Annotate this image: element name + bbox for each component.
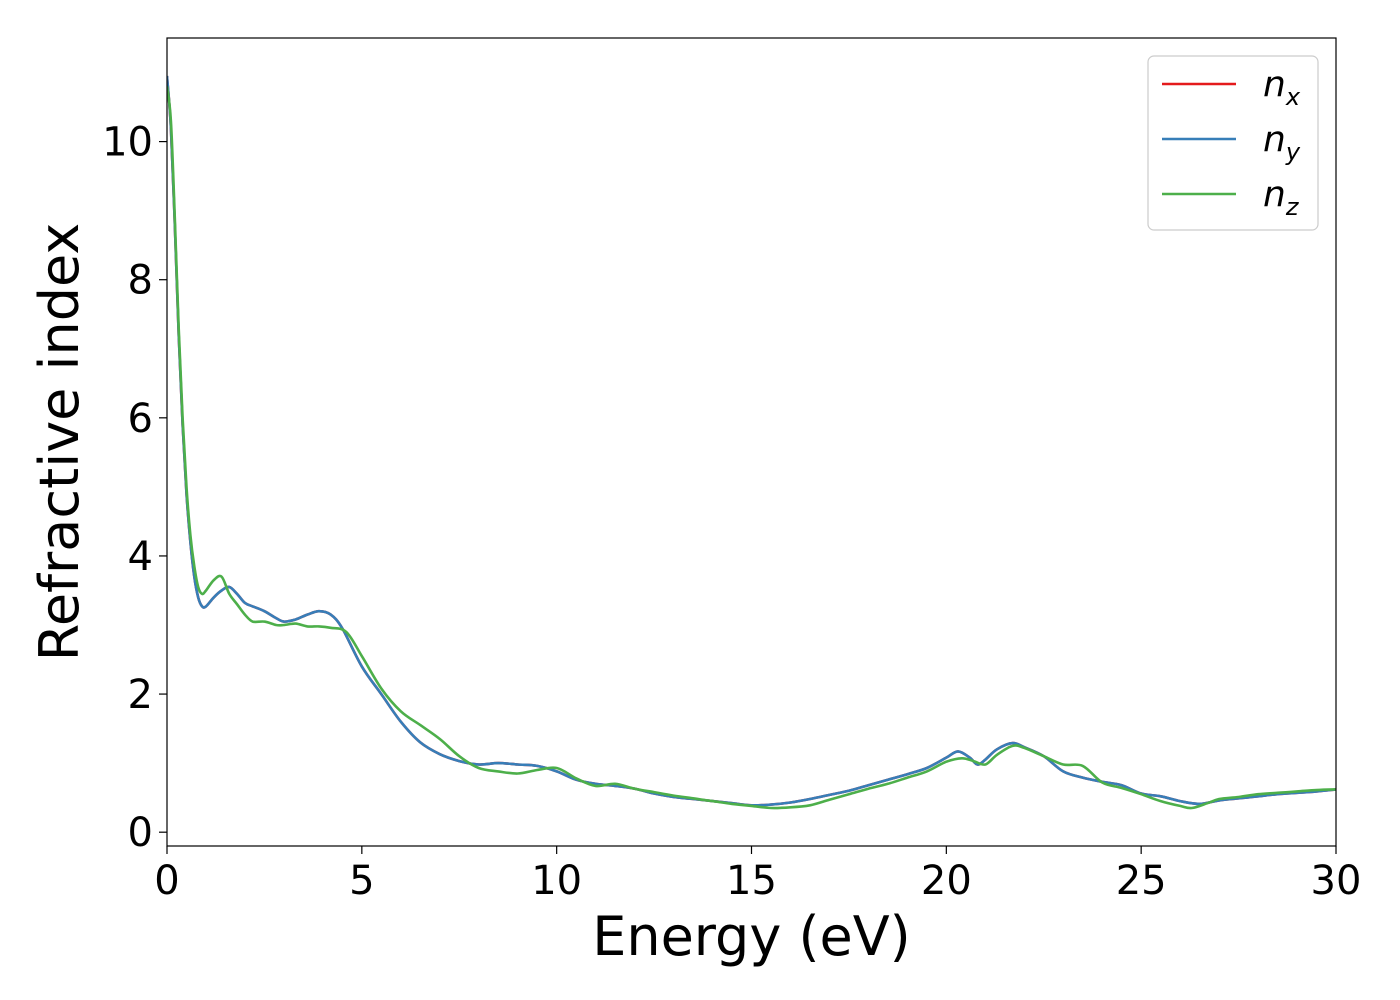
- y-tick-label: 8: [128, 258, 153, 304]
- legend-label: ny: [1263, 119, 1301, 166]
- plot-area: [167, 38, 1336, 846]
- legend-label: nz: [1263, 174, 1300, 221]
- legend-box: [1147, 55, 1319, 231]
- x-tick-label: 20: [921, 858, 972, 904]
- x-tick-label: 10: [531, 858, 582, 904]
- legend: nx ny nz: [1147, 55, 1319, 231]
- y-axis-label: Refractive index: [28, 223, 91, 662]
- x-tick-label: 15: [726, 858, 777, 904]
- x-tick-label: 0: [154, 858, 179, 904]
- x-axis: 0 5 10 15 20 25 30: [154, 846, 1361, 904]
- x-axis-label: Energy (eV): [592, 905, 911, 968]
- legend-label: nx: [1263, 64, 1301, 111]
- x-tick-label: 25: [1116, 858, 1167, 904]
- y-tick-label: 0: [128, 810, 153, 856]
- series-line-nz: [167, 86, 1336, 810]
- y-axis: 0 2 4 6 8 10: [102, 120, 167, 856]
- y-tick-label: 10: [102, 120, 153, 166]
- series-lines: [167, 75, 1336, 810]
- y-tick-label: 4: [128, 534, 153, 580]
- x-tick-label: 5: [349, 858, 374, 904]
- x-tick-label: 30: [1311, 858, 1362, 904]
- y-tick-label: 6: [128, 396, 153, 442]
- y-tick-label: 2: [128, 672, 153, 718]
